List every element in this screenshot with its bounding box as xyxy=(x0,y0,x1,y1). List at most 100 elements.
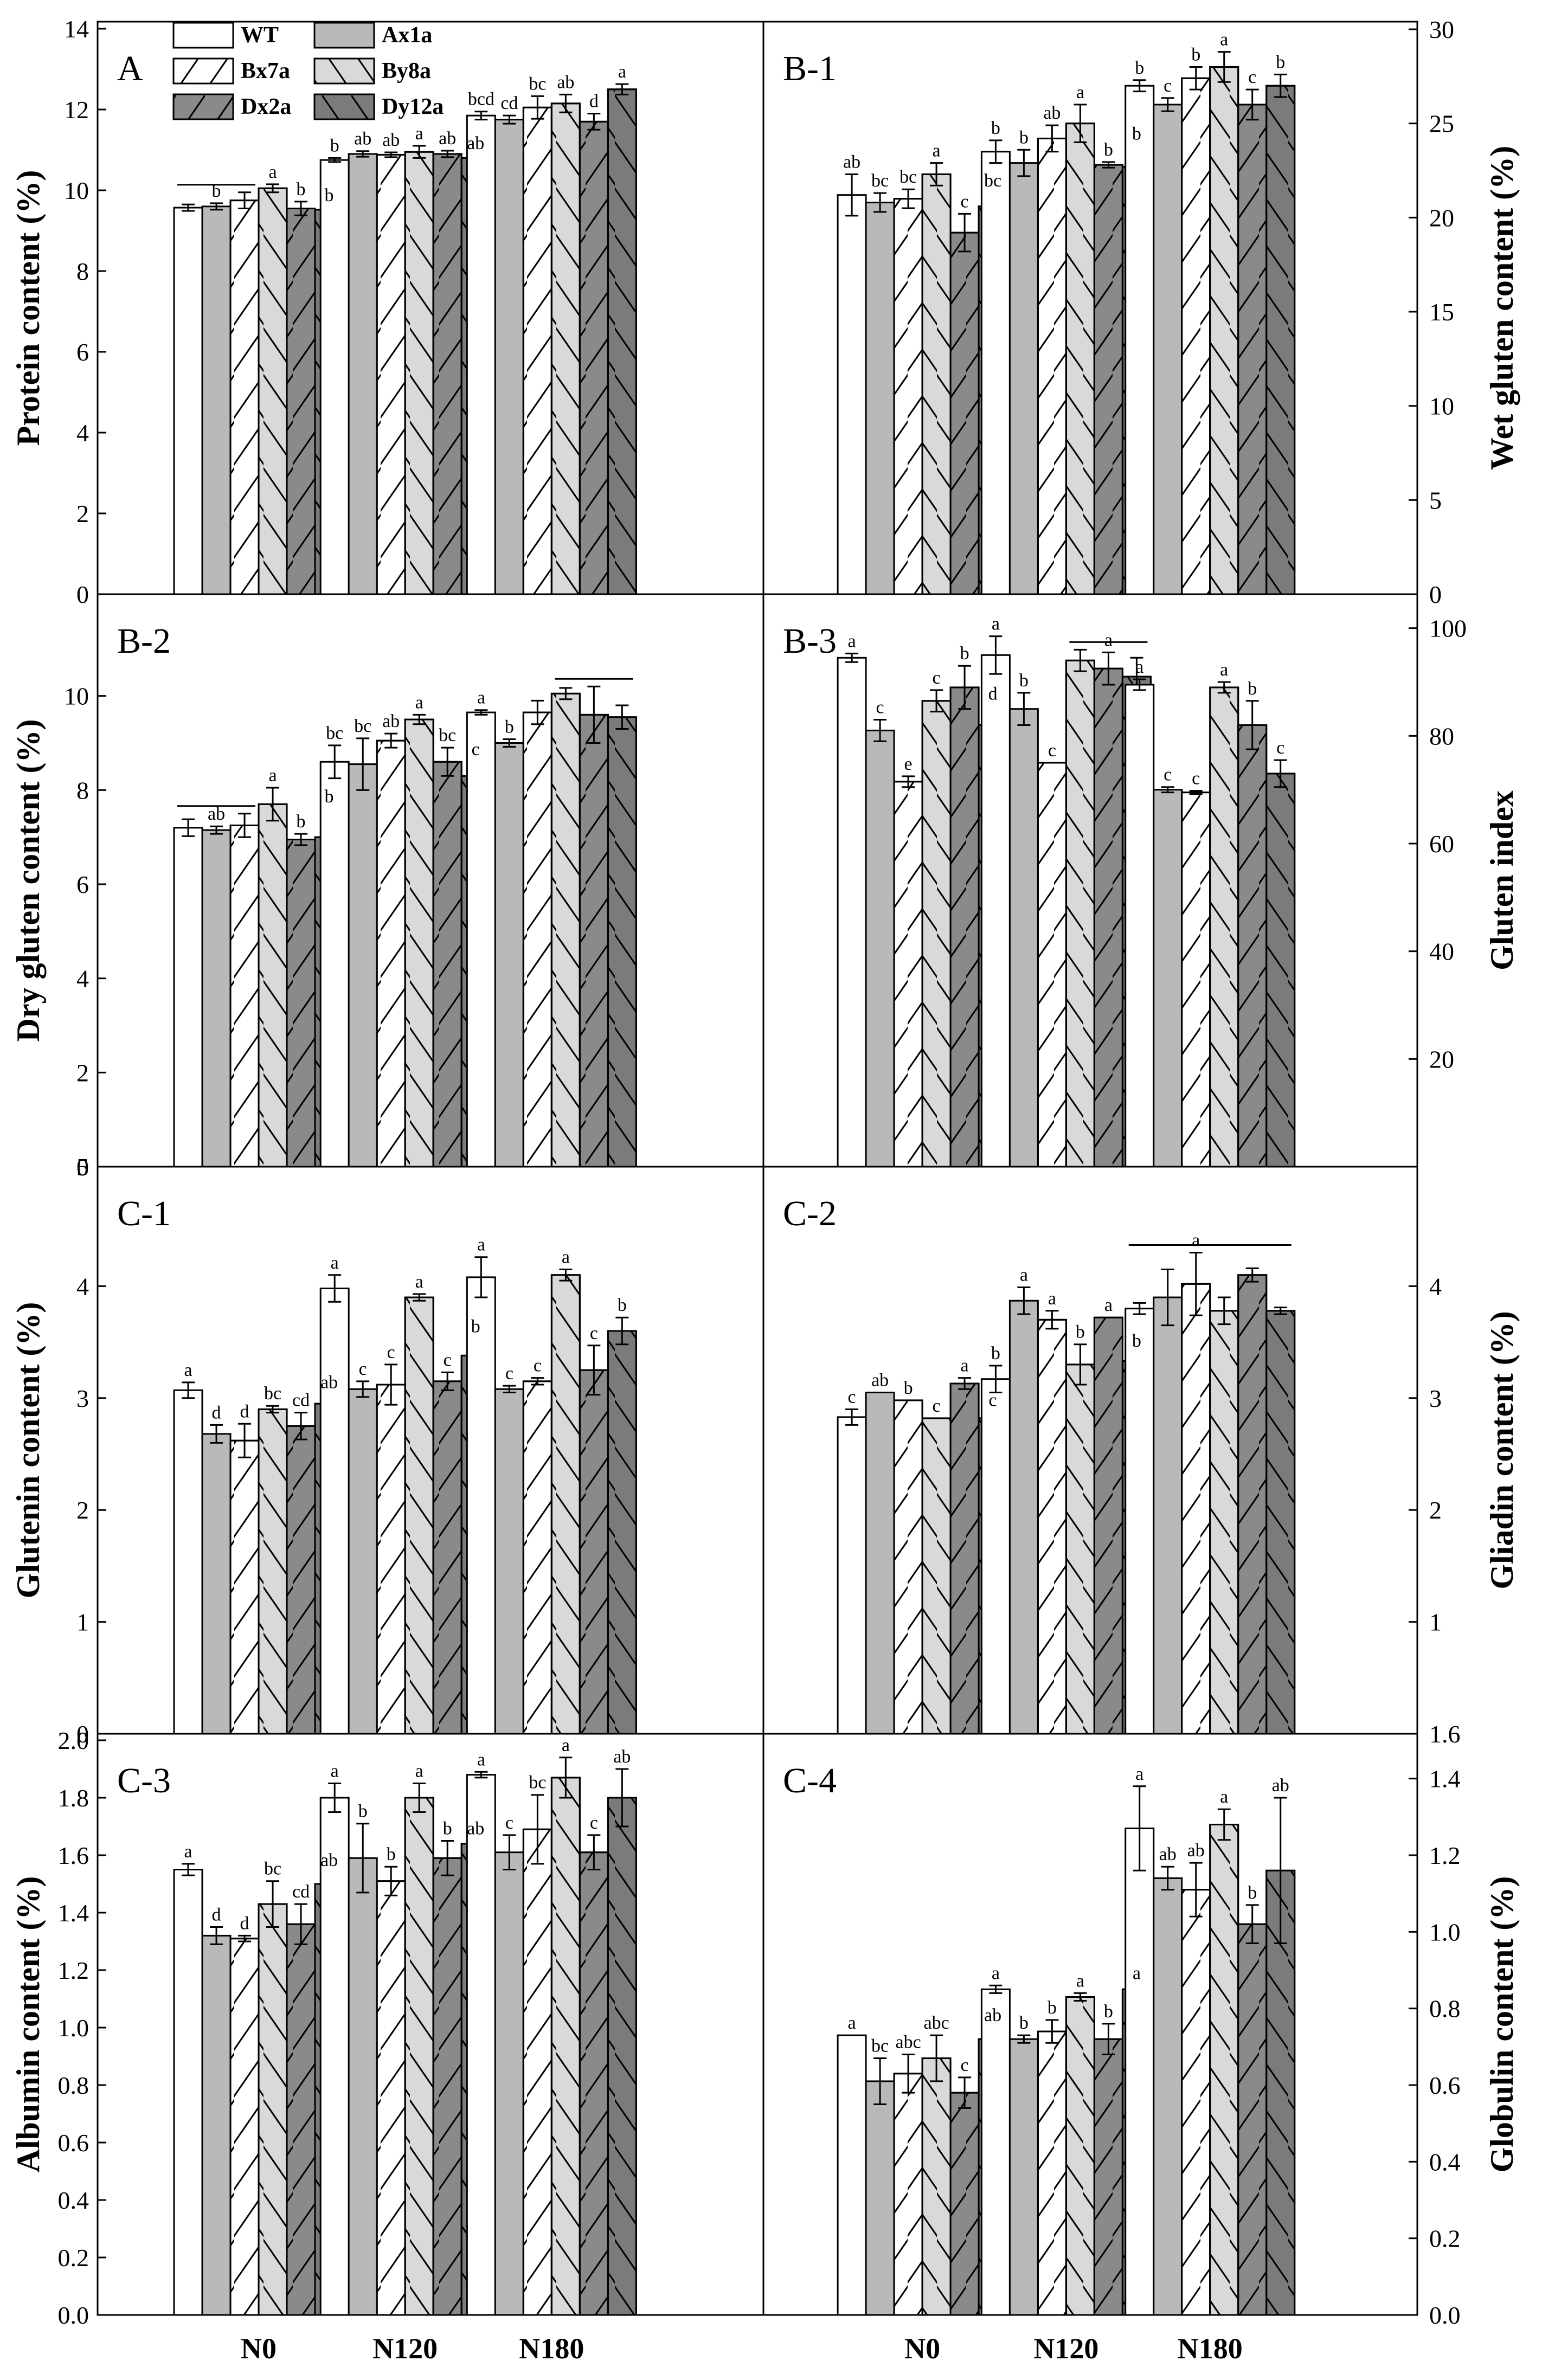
c-1-ytick-label-4: 4 xyxy=(76,1272,89,1300)
b-2-sig-g1-s3: a xyxy=(415,692,423,712)
a-bar-hatch-g0-s3 xyxy=(258,187,288,595)
b-1-bar-hatch-g0-s3 xyxy=(921,173,952,595)
a-sig-g0-s5: b xyxy=(325,185,334,205)
category-label-col0-2: N180 xyxy=(519,2332,584,2365)
c-1-bar-g2-s1 xyxy=(494,1388,524,1735)
c-2-bar-hatch-g1-s3 xyxy=(1065,1363,1095,1735)
b-2-sig-g0-s3: a xyxy=(268,766,277,786)
c-4-bar-g1-s1 xyxy=(1008,2038,1039,2316)
c-4-bar-hatch-g1-s4 xyxy=(1093,2038,1123,2316)
c-1-sig-g0-s4: cd xyxy=(292,1391,310,1411)
b-1-bar-g0-s0 xyxy=(837,194,867,595)
a-sig-g2-s2: bc xyxy=(529,74,546,94)
a-panel-label: A xyxy=(117,49,143,88)
c-4-sig-g1-s0: a xyxy=(992,1963,1000,1983)
b-2-sig-g1-s1: bc xyxy=(354,716,371,736)
a-ytick-label-0: 0 xyxy=(76,581,89,608)
a-ytick-label-2: 4 xyxy=(76,419,89,447)
b-1-sig-g0-s4: c xyxy=(961,191,969,211)
b-3-sig-g2-s0: a xyxy=(1135,657,1143,677)
category-label-col1-2: N180 xyxy=(1178,2332,1243,2365)
c-3-sig-g0-s0: a xyxy=(184,1842,192,1862)
b-3-y-axis-title: Gluten index xyxy=(1484,790,1520,970)
c-1-bar-hatch-g2-s3 xyxy=(550,1274,581,1735)
c-2-ytick-label-0: 1 xyxy=(1429,1609,1442,1636)
b-1-ytick-label-1: 5 xyxy=(1429,486,1442,514)
b-2-ytick-label-5: 10 xyxy=(64,683,89,710)
a-bar-g1-s1 xyxy=(348,153,378,595)
c-3-sig-g1-s1: b xyxy=(358,1802,368,1822)
legend-label-by8a: By8a xyxy=(382,59,431,83)
c-3-ytick-label-2: 0.4 xyxy=(58,2186,89,2214)
legend-label-wt: WT xyxy=(241,23,279,48)
category-label-col1-0: N0 xyxy=(904,2332,940,2365)
c-2-bar-g1-s1 xyxy=(1008,1300,1039,1735)
c-4-ytick-label-6: 1.2 xyxy=(1429,1842,1461,1869)
b-2-bar-hatch-g2-s4 xyxy=(579,713,609,1168)
c-3-sig-g2-s1: c xyxy=(505,1813,513,1833)
c-3-bar-hatch-g0-s4 xyxy=(286,1923,316,2316)
b-2-bar-hatch-g0-s2 xyxy=(229,824,260,1168)
b-1-bar-g2-s0 xyxy=(1125,85,1155,595)
b-1-ytick-label-4: 20 xyxy=(1429,204,1454,231)
b-3-bar-hatch-g1-s4 xyxy=(1093,667,1123,1168)
b-3-sig-g0-s0: a xyxy=(848,631,856,651)
c-2-bar-g0-s1 xyxy=(865,1391,895,1735)
c-3-bar-hatch-g2-s3 xyxy=(550,1777,581,2316)
c-3-bar-hatch-g1-s3 xyxy=(404,1797,434,2316)
c-4-bar-g2-s1 xyxy=(1153,1877,1183,2316)
c-3-bar-g1-s0 xyxy=(319,1797,350,2316)
a-ytick-label-5: 10 xyxy=(64,177,89,204)
c-1-sig-g0-s2: d xyxy=(240,1401,249,1421)
legend: WT Ax1a Bx7a By8a Dx2a Dy12a xyxy=(172,22,444,120)
c-2-sig-g0-s2: b xyxy=(904,1378,913,1398)
c-1-ytick-label-1: 1 xyxy=(76,1609,89,1636)
c-2-ytick-label-3: 4 xyxy=(1429,1272,1442,1300)
c-4-ytick-label-4: 0.8 xyxy=(1429,1995,1461,2023)
a-y-axis-title: Protein content (%) xyxy=(10,170,46,446)
c-4-sig-g2-s3: a xyxy=(1220,1787,1228,1807)
c-1-sig-g0-s0: a xyxy=(184,1360,192,1380)
c-1-sig-g0-s3: bc xyxy=(264,1384,281,1404)
c-4-bar-hatch-g2-s5 xyxy=(1265,1869,1296,2316)
b-3-bar-hatch-g1-s3 xyxy=(1065,659,1095,1168)
c-1-bar-hatch-g1-s2 xyxy=(376,1384,406,1735)
b-3-ytick-label-2: 60 xyxy=(1429,830,1454,858)
b-3-sig-g2-s4: b xyxy=(1248,679,1257,699)
c-3-bar-hatch-g1-s2 xyxy=(376,1880,406,2316)
a-bar-hatch-g0-s4 xyxy=(286,208,316,595)
b-3-ytick-label-0: 20 xyxy=(1429,1045,1454,1073)
b-3-bar-g0-s1 xyxy=(865,729,895,1168)
b-1-bar-hatch-g2-s2 xyxy=(1181,77,1211,595)
b-1-bar-hatch-g2-s4 xyxy=(1237,104,1268,595)
b-3-sig-g0-s4: b xyxy=(960,644,969,664)
a-bar-g1-s0 xyxy=(319,159,350,595)
a-sig-g2-s1: cd xyxy=(500,93,518,113)
b-2-sig-g1-s4: bc xyxy=(439,725,456,745)
b-2-sig-g1-s2: ab xyxy=(382,711,400,731)
c-1-bar-hatch-g1-s4 xyxy=(432,1380,462,1735)
b-3-sig-g1-s1: b xyxy=(1019,671,1029,691)
c-2-sig-g1-s5: b xyxy=(1132,1331,1141,1351)
b-1-bar-g1-s0 xyxy=(980,151,1011,595)
c-4-y-axis-title: Globulin content (%) xyxy=(1484,1876,1520,2173)
c-2-bar-hatch-g2-s2 xyxy=(1181,1283,1211,1735)
c-4-bar-g0-s1 xyxy=(865,2080,895,2316)
c-4-sig-g1-s4: b xyxy=(1104,2002,1113,2022)
a-bar-hatch-g2-s3 xyxy=(550,102,581,595)
c-3-bar-hatch-g0-s2 xyxy=(229,1938,260,2316)
c-2-panel-label: C-2 xyxy=(783,1194,837,1233)
c-3-bar-hatch-g2-s5 xyxy=(607,1797,637,2316)
a-ytick-label-6: 12 xyxy=(64,96,89,124)
a-bar-hatch-g2-s4 xyxy=(579,120,609,595)
b-2-bar-hatch-g1-s2 xyxy=(376,739,406,1168)
c-4-bar-hatch-g2-s4 xyxy=(1237,1923,1268,2316)
a-sig-g2-s4: d xyxy=(589,91,599,111)
b-2-bar-hatch-g1-s4 xyxy=(432,761,462,1168)
a-sig-g0-s1: b xyxy=(212,181,221,201)
b-1-sig-g1-s3: a xyxy=(1076,82,1084,102)
c-4-frame xyxy=(762,1733,1418,2316)
c-1-sig-g2-s1: c xyxy=(505,1363,513,1384)
a-bar-g2-s0 xyxy=(466,114,496,595)
b-1-sig-g0-s5: bc xyxy=(984,171,1001,191)
